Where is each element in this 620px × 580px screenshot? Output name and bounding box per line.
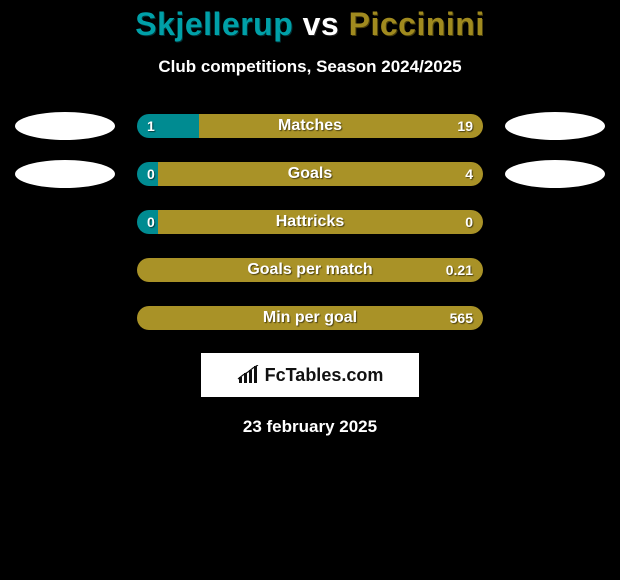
player1-name: Skjellerup	[135, 6, 293, 42]
stat-right-value: 0.21	[446, 258, 473, 282]
stat-bar-right-segment	[199, 114, 483, 138]
stat-row: 00Hattricks	[0, 209, 620, 235]
footer-date: 23 february 2025	[0, 417, 620, 437]
stat-bar: 565Min per goal	[137, 306, 483, 330]
stat-right-value: 19	[457, 114, 473, 138]
stat-bar-right-segment	[158, 210, 483, 234]
stat-bar: 00Hattricks	[137, 210, 483, 234]
stat-right-value: 0	[465, 210, 473, 234]
subtitle: Club competitions, Season 2024/2025	[0, 57, 620, 77]
stat-right-value: 565	[450, 306, 473, 330]
stat-left-value: 0	[147, 210, 155, 234]
player1-badge	[15, 160, 115, 188]
stat-bar: 04Goals	[137, 162, 483, 186]
stat-right-value: 4	[465, 162, 473, 186]
logo-text: FcTables.com	[265, 365, 384, 386]
stat-row: 119Matches	[0, 113, 620, 139]
stat-bar-right-segment	[158, 162, 483, 186]
stat-bar: 119Matches	[137, 114, 483, 138]
vs-text: vs	[303, 6, 340, 42]
stat-bar: 0.21Goals per match	[137, 258, 483, 282]
stat-left-value: 0	[147, 162, 155, 186]
stat-bar-right-segment	[137, 258, 483, 282]
stat-row: 565Min per goal	[0, 305, 620, 331]
comparison-title: Skjellerup vs Piccinini	[0, 6, 620, 43]
player2-name: Piccinini	[349, 6, 485, 42]
stats-rows: 119Matches04Goals00Hattricks0.21Goals pe…	[0, 113, 620, 331]
barchart-icon	[237, 365, 261, 385]
stat-row: 04Goals	[0, 161, 620, 187]
player2-badge	[505, 160, 605, 188]
stat-row: 0.21Goals per match	[0, 257, 620, 283]
player1-badge	[15, 112, 115, 140]
stat-left-value: 1	[147, 114, 155, 138]
fctables-logo: FcTables.com	[201, 353, 419, 397]
player2-badge	[505, 112, 605, 140]
stat-bar-right-segment	[137, 306, 483, 330]
